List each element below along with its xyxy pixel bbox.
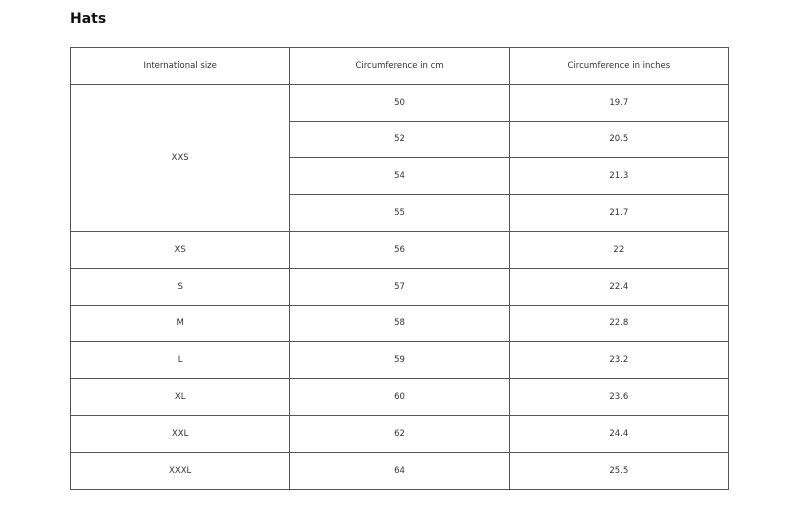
cell-inches: 22.4 [508, 267, 730, 306]
table-row: XXXL 64 25.5 [69, 451, 730, 490]
cell-size: XXL [69, 414, 291, 453]
table-row: M 58 22.8 [69, 304, 730, 343]
cell-size: S [69, 267, 291, 306]
cell-cm: 56 [289, 230, 510, 269]
table-row: XS 56 22 [69, 230, 730, 269]
table-row: S 57 22.4 [69, 267, 730, 306]
cell-inches: 22.8 [508, 304, 730, 343]
cell-cm: 55 [289, 194, 510, 232]
cell-inches: 24.4 [508, 414, 730, 453]
cell-cm: 64 [289, 451, 510, 490]
cell-inches: 23.6 [508, 378, 730, 416]
cell-inches: 20.5 [508, 120, 730, 159]
table-row: XXL 62 24.4 [69, 414, 730, 453]
cell-inches: 25.5 [508, 451, 730, 490]
page-title: Hats [70, 11, 107, 27]
header-circumference-cm: Circumference in cm [289, 47, 510, 85]
cell-size: XS [69, 230, 291, 269]
cell-size: L [69, 341, 291, 380]
cell-inches: 22 [508, 230, 730, 269]
cell-cm: 58 [289, 304, 510, 343]
cell-cm: 54 [289, 157, 510, 196]
header-international-size: International size [69, 47, 291, 85]
table-row: XL 60 23.6 [69, 378, 730, 416]
table-row: 55 21.7 [71, 194, 730, 232]
cell-cm: 59 [289, 341, 510, 380]
cell-size: XL [69, 378, 291, 416]
cell-size: XXXL [69, 451, 291, 490]
cell-size: XXS [69, 83, 291, 232]
header-row: International size Circumference in cm C… [69, 47, 730, 85]
cell-cm: 57 [289, 267, 510, 306]
cell-cm: 50 [289, 83, 510, 122]
cell-cm: 62 [289, 414, 510, 453]
table-row: XXS 50 19.7 [69, 83, 730, 232]
cell-cm: 60 [289, 378, 510, 416]
cell-inches: 23.2 [508, 341, 730, 380]
cell-inches: 21.7 [508, 194, 730, 232]
table-row: 52 20.5 [71, 120, 730, 159]
cell-inches: 19.7 [508, 83, 730, 122]
cell-size: M [69, 304, 291, 343]
hat-size-table: International size Circumference in cm C… [69, 47, 730, 490]
header-circumference-inches: Circumference in inches [508, 47, 730, 85]
cell-cm: 52 [289, 120, 510, 159]
table-row: L 59 23.2 [69, 341, 730, 380]
cell-inches: 21.3 [508, 157, 730, 196]
